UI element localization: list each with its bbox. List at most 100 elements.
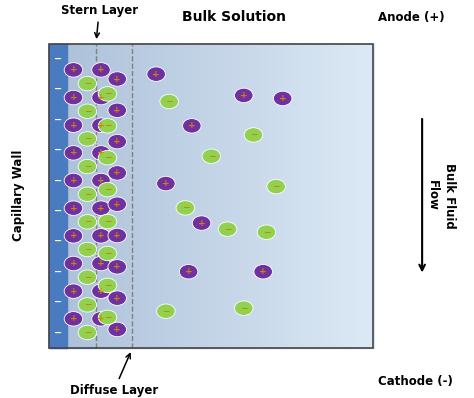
Text: −: − [263,228,270,237]
Text: −: − [250,131,257,139]
Bar [321,44,324,348]
Bar [124,44,126,348]
Text: −: − [83,217,91,226]
Bar [161,44,164,348]
Bar [166,44,168,348]
Bar [155,44,157,348]
Text: −: − [273,182,280,191]
Bar [179,44,181,348]
Bar [305,44,308,348]
Bar [271,44,273,348]
Bar [221,44,223,348]
Bar [134,44,136,348]
Bar [333,44,335,348]
Bar [100,44,102,348]
Bar [244,44,246,348]
Circle shape [235,88,253,103]
Bar [338,44,340,348]
Bar [108,44,110,348]
Bar [75,44,77,348]
Bar [142,44,144,348]
Bar [210,44,212,348]
Circle shape [202,149,220,164]
Circle shape [147,67,165,81]
Bar [137,44,139,348]
Bar [218,44,220,348]
Bar [258,44,261,348]
Text: +: + [70,259,77,268]
Bar [182,44,184,348]
Circle shape [92,173,110,188]
Bar [352,44,355,348]
Text: +: + [113,106,121,115]
Bar [151,44,154,348]
Text: −: − [54,267,62,277]
Circle shape [92,90,110,105]
Circle shape [92,256,110,271]
Bar [148,44,150,348]
Text: −: − [83,107,91,116]
Bar [296,44,298,348]
Bar [200,44,202,348]
Circle shape [273,91,292,106]
Text: +: + [152,70,160,79]
Text: +: + [185,267,192,276]
Circle shape [78,187,97,201]
Circle shape [254,265,273,279]
Circle shape [64,90,82,105]
Circle shape [176,201,195,215]
Circle shape [160,94,178,109]
Text: −: − [54,54,62,64]
Circle shape [98,87,117,101]
Bar [159,44,162,348]
Bar [90,44,92,348]
Circle shape [182,119,201,133]
Bar [223,44,225,348]
Bar [255,44,257,348]
Bar [153,44,155,348]
Circle shape [78,215,97,229]
Bar [283,44,285,348]
Circle shape [98,214,117,229]
Bar [54,44,56,348]
Circle shape [64,146,82,160]
Bar [64,44,66,348]
Circle shape [156,304,175,318]
Circle shape [64,201,82,215]
Bar [205,44,207,348]
Circle shape [235,301,253,316]
Bar [286,44,288,348]
Bar [70,44,73,348]
Circle shape [98,182,117,197]
Text: +: + [70,121,77,130]
Circle shape [78,159,97,174]
Bar [167,44,170,348]
Bar [246,44,248,348]
Bar [207,44,209,348]
Text: −: − [83,328,91,337]
Bar [232,44,235,348]
Bar [236,44,238,348]
Bar [72,44,74,348]
Bar [197,44,199,348]
Circle shape [64,284,82,298]
Text: +: + [113,200,121,209]
Bar [323,44,326,348]
Text: −: − [83,245,91,254]
Text: Bulk Fluid
Flow: Bulk Fluid Flow [426,163,456,228]
Bar [260,44,262,348]
Text: +: + [113,74,121,84]
Bar [73,44,76,348]
Text: +: + [97,204,105,213]
Bar [356,44,358,348]
Text: Capillary Wall: Capillary Wall [12,150,26,242]
Bar [164,44,166,348]
Bar [177,44,180,348]
Bar [86,44,89,348]
Text: +: + [97,93,105,102]
Bar [211,44,214,348]
Bar [347,44,350,348]
Bar [328,44,330,348]
Text: −: − [165,97,173,106]
Circle shape [78,325,97,340]
